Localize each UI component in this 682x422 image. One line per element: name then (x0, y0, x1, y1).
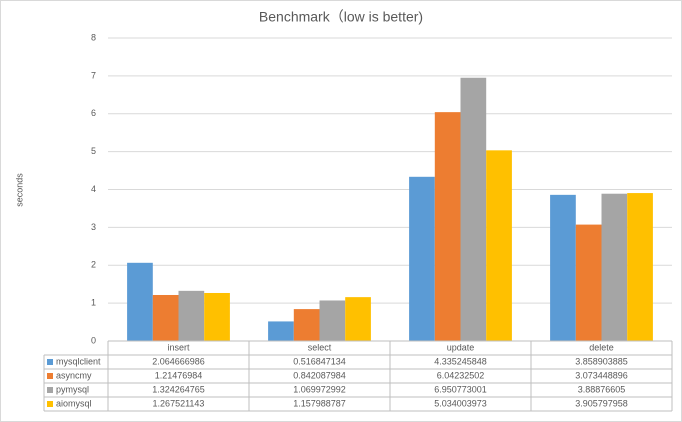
legend-swatch (47, 387, 53, 393)
table-cell: 0.516847134 (293, 356, 346, 366)
table-cell: 4.335245848 (434, 356, 487, 366)
bar (550, 194, 576, 341)
table-cell: 1.267521143 (153, 398, 205, 408)
table-cell: 3.858903885 (575, 356, 628, 366)
legend-label: asyncmy (56, 370, 92, 380)
x-tick-label: delete (589, 342, 614, 352)
bar (486, 150, 512, 341)
legend-label: mysqlclient (56, 356, 101, 366)
legend-label: aiomysql (56, 398, 92, 408)
bar (127, 262, 153, 341)
legend-swatch (47, 373, 53, 379)
y-tick-label: 7 (91, 70, 96, 80)
bar (152, 294, 179, 341)
x-tick-label: select (308, 342, 332, 352)
bar (460, 77, 487, 341)
table-cell: 3.88876605 (578, 384, 626, 394)
bar (601, 193, 628, 341)
y-tick-label: 8 (91, 32, 96, 42)
y-tick-label: 5 (91, 146, 96, 156)
table-cell: 0.842087984 (293, 370, 346, 380)
bar (409, 176, 435, 341)
bar (627, 193, 653, 341)
bar (434, 112, 461, 341)
y-tick-label: 4 (91, 184, 96, 194)
table-cell: 6.950773001 (434, 384, 487, 394)
bar (293, 309, 320, 341)
bar (345, 297, 371, 341)
bar (575, 224, 602, 341)
x-tick-label: insert (167, 342, 190, 352)
table-cell: 1.324264765 (152, 384, 205, 394)
legend-swatch (47, 401, 53, 407)
bar (319, 300, 346, 341)
legend-swatch (47, 359, 53, 365)
y-tick-label: 3 (91, 222, 96, 232)
x-tick-label: update (447, 342, 475, 352)
table-cell: 1.069972992 (293, 384, 346, 394)
table-cell: 1.157988787 (293, 398, 346, 408)
y-axis-label: seconds (14, 173, 24, 207)
bar (204, 292, 230, 341)
table-cell: 5.034003973 (434, 398, 487, 408)
table-cell: 6.04232502 (437, 370, 485, 380)
chart-title: Benchmark（low is better) (259, 9, 423, 25)
legend-label: pymysql (56, 384, 89, 394)
y-tick-label: 6 (91, 108, 96, 118)
table-cell: 2.064666986 (152, 356, 205, 366)
table-cell: 3.905797958 (575, 398, 628, 408)
table-cell: 3.073448896 (575, 370, 628, 380)
y-tick-label: 0 (91, 335, 96, 345)
y-tick-label: 2 (91, 260, 96, 270)
bar (268, 321, 294, 341)
bar (178, 290, 205, 341)
table-cell: 1.21476984 (155, 370, 203, 380)
y-tick-label: 1 (91, 298, 96, 308)
